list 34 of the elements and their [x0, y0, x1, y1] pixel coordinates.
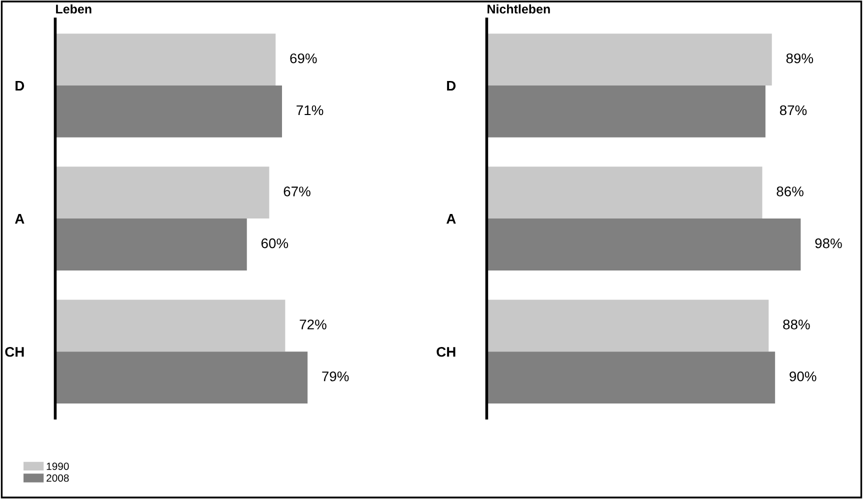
- y-tick-label: D: [16, 80, 24, 91]
- chart-title: Nichtleben: [488, 4, 550, 14]
- data-label: 67%: [284, 186, 310, 196]
- y-tick-label: CH: [436, 346, 456, 357]
- bar: [55, 352, 308, 404]
- data-label: 87%: [780, 105, 807, 116]
- bar: [486, 352, 776, 404]
- chart-title: Leben: [56, 4, 92, 14]
- bar: [486, 166, 762, 219]
- y-tick-label: A: [14, 214, 24, 224]
- y-tick-label: A: [446, 214, 456, 224]
- y-tick-label: D: [447, 80, 456, 91]
- bar: [55, 166, 270, 219]
- bar: [486, 218, 801, 270]
- data-label: 60%: [261, 238, 288, 248]
- data-label: 79%: [322, 371, 349, 382]
- bar: [55, 218, 247, 270]
- bar: [486, 85, 766, 138]
- data-label: 86%: [776, 186, 804, 196]
- bar: [55, 34, 276, 86]
- data-label: 90%: [790, 371, 816, 382]
- y-tick-label: CH: [5, 346, 24, 357]
- bar: [486, 300, 769, 352]
- legend-label: 2008: [46, 474, 69, 482]
- data-label: 71%: [296, 105, 324, 116]
- data-label: 98%: [815, 238, 842, 248]
- data-label: 89%: [786, 53, 814, 64]
- bar: [55, 300, 286, 352]
- bar: [486, 34, 772, 86]
- data-label: 72%: [300, 320, 326, 330]
- legend-label: 1990: [46, 462, 69, 470]
- bar: [55, 85, 282, 138]
- data-label: 69%: [290, 53, 317, 64]
- data-label: 88%: [783, 320, 810, 330]
